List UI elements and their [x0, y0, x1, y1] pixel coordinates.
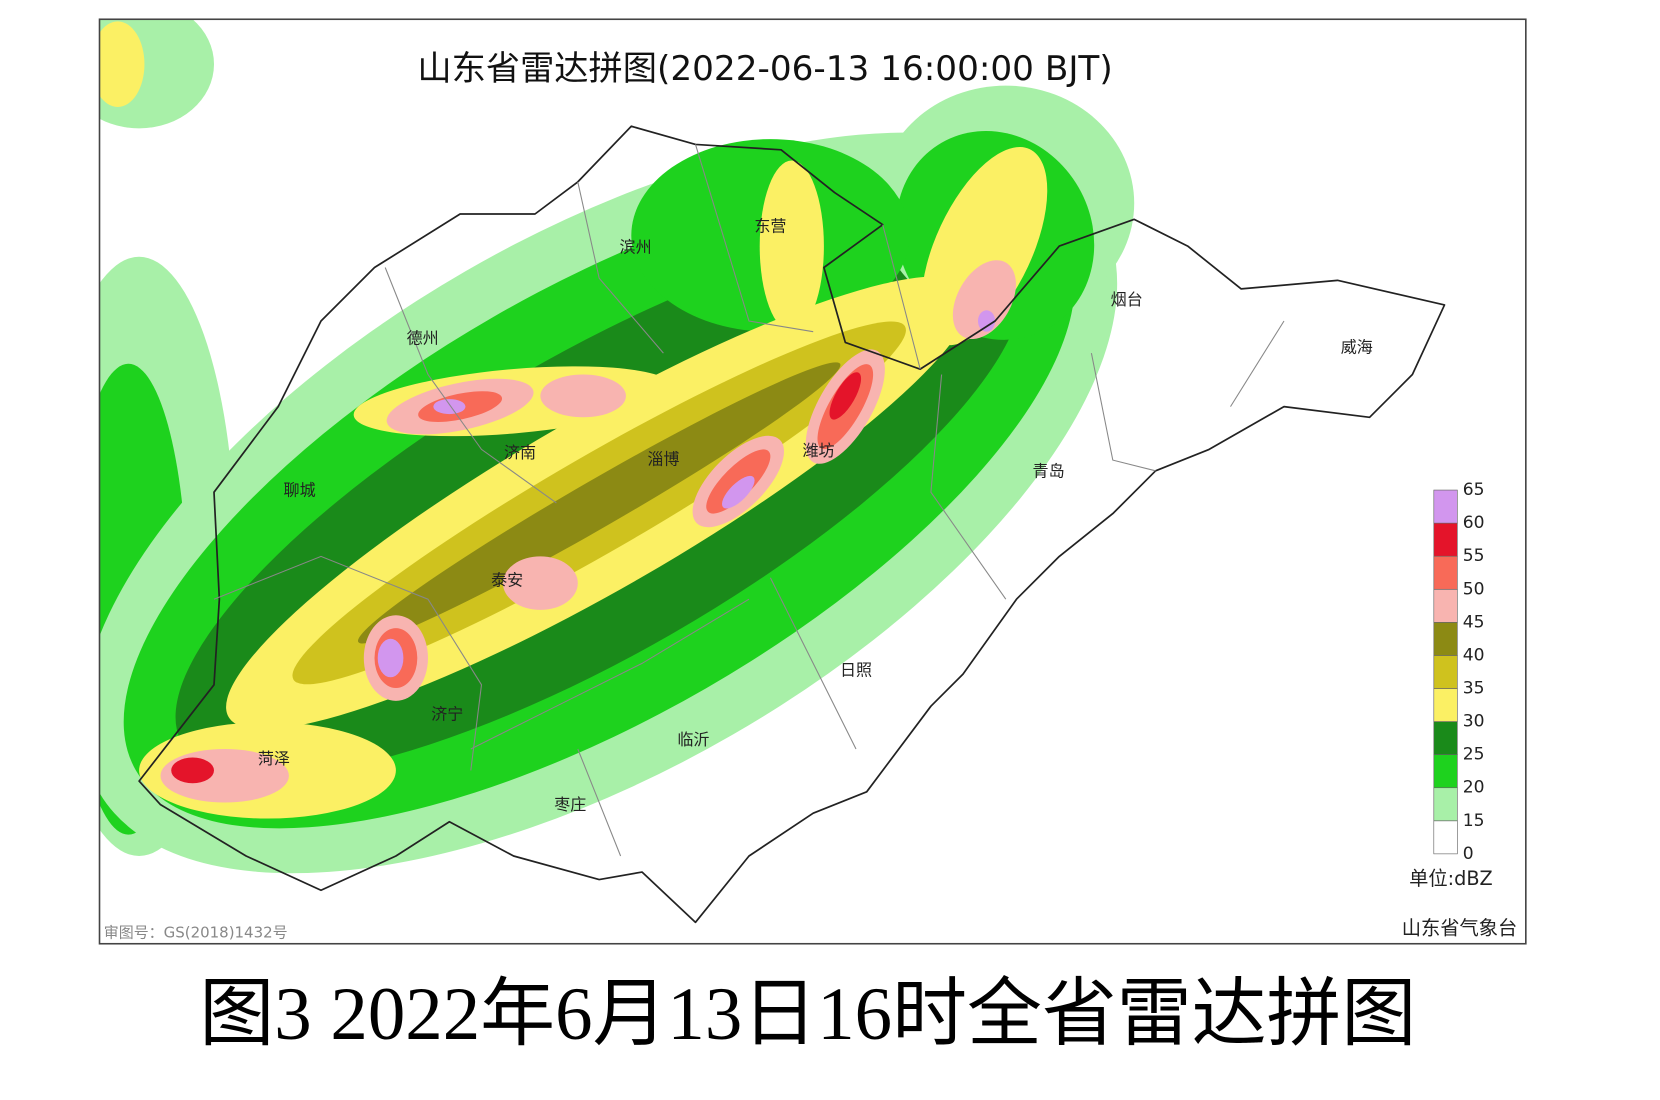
- echo: [377, 638, 404, 678]
- city-label: 枣庄: [554, 795, 586, 814]
- legend-tick-label: 65: [1463, 480, 1485, 500]
- echo: [829, 372, 862, 420]
- city-label: 淄博: [647, 450, 679, 469]
- city-label: 威海: [1341, 337, 1373, 356]
- legend-swatch: [1433, 522, 1458, 557]
- legend-tick-label: 0: [1463, 844, 1474, 864]
- city-label: 东营: [754, 216, 786, 235]
- legend-swatch: [1433, 588, 1458, 623]
- legend-swatch: [1433, 622, 1458, 656]
- echo: [759, 160, 824, 332]
- legend-tick-label: 40: [1463, 645, 1485, 665]
- city-label: 青岛: [1033, 461, 1065, 480]
- legend-tick-label: 15: [1463, 811, 1485, 831]
- echo: [952, 260, 1016, 340]
- echo: [921, 147, 1048, 346]
- legend-swatch: [1433, 754, 1458, 789]
- echo: [171, 757, 215, 784]
- city-label: 潍坊: [803, 441, 835, 460]
- province-outline: [138, 125, 1446, 924]
- legend-swatch: [1433, 688, 1458, 722]
- city-label: 滨州: [620, 238, 652, 257]
- caption: 图3 2022年6月13日16时全省雷达拼图: [199, 973, 1416, 1056]
- city-label: 日照: [840, 660, 872, 679]
- city-label: 烟台: [1111, 290, 1143, 309]
- city-label: 临沂: [677, 730, 709, 749]
- echo: [502, 556, 578, 610]
- legend-swatch: [1433, 787, 1458, 822]
- legend-tick-label: 20: [1463, 778, 1485, 798]
- figure-content: 山东省雷达拼图(2022-06-13 16:00:00 BJT) 滨州 东营烟台威…: [98, 18, 1527, 1056]
- city-label: 德州: [407, 329, 439, 348]
- legend-swatch: [1433, 489, 1458, 524]
- legend: 0 15 20 25 30 35 40 45 50 55 60 65: [1433, 480, 1485, 864]
- legend-swatch: [1433, 721, 1458, 755]
- credit: 山东省气象台: [1402, 916, 1518, 939]
- legend-swatch: [1433, 820, 1458, 855]
- legend-tick-label: 55: [1463, 546, 1485, 566]
- legend-tick-label: 30: [1463, 712, 1485, 732]
- legend-tick-label: 25: [1463, 745, 1485, 765]
- city-label: 聊城: [284, 481, 316, 500]
- echo: [540, 374, 626, 418]
- echo: [357, 362, 841, 644]
- city-label: 泰安: [491, 571, 523, 590]
- city-label: 菏泽: [258, 749, 290, 768]
- echo: [722, 475, 755, 509]
- echo: [99, 21, 145, 107]
- legend-tick-label: 45: [1463, 612, 1485, 632]
- city-label: 济宁: [431, 704, 463, 723]
- map-frame: [98, 18, 1527, 945]
- legend-tick-label: 60: [1463, 513, 1485, 533]
- city-boundaries: [213, 144, 1285, 857]
- legend-swatch: [1433, 555, 1458, 590]
- legend-unit: 单位:dBZ: [1409, 867, 1493, 890]
- legend-swatch: [1433, 655, 1458, 689]
- approval-number: 审图号：GS(2018)1432号: [104, 924, 288, 942]
- echo: [977, 310, 996, 332]
- radar-echoes: [99, 19, 1135, 874]
- legend-tick-label: 50: [1463, 579, 1485, 599]
- echo: [433, 399, 466, 415]
- map-title: 山东省雷达拼图(2022-06-13 16:00:00 BJT): [417, 49, 1112, 89]
- city-label: 济南: [504, 443, 536, 462]
- legend-tick-label: 35: [1463, 678, 1485, 698]
